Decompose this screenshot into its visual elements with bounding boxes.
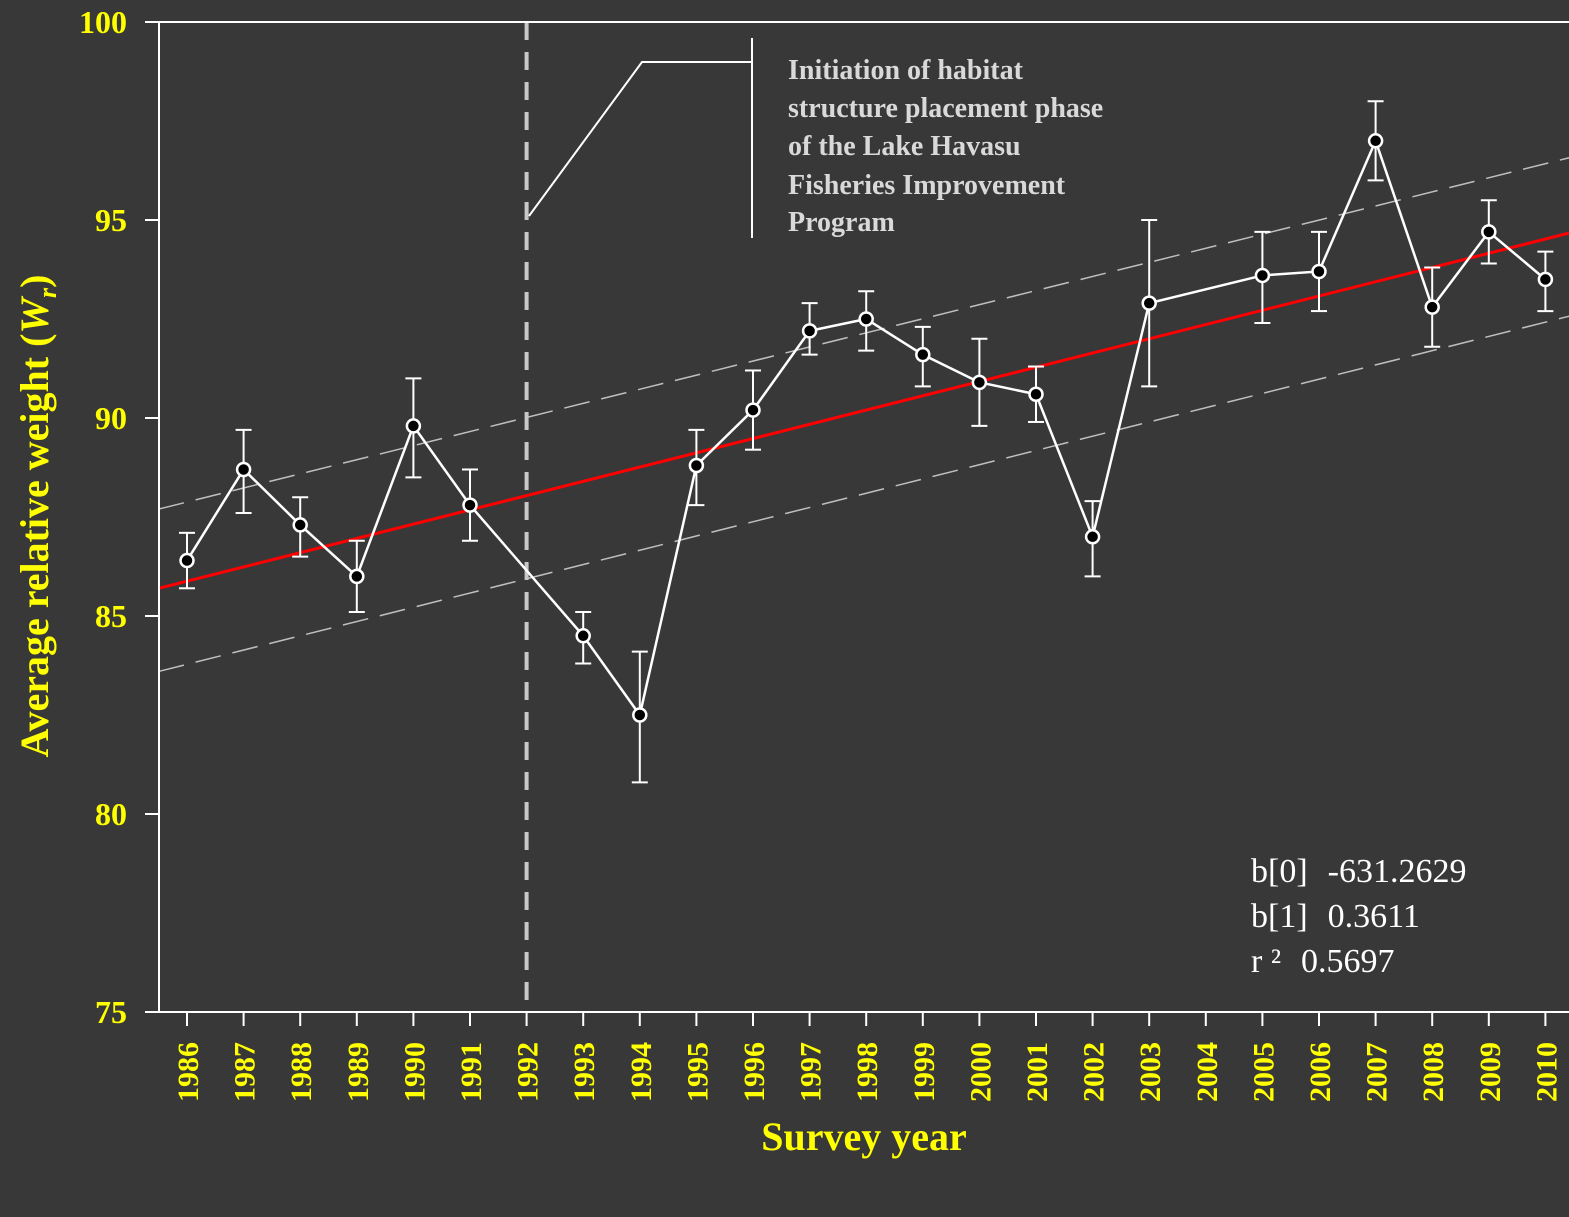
stat-r2-label: r ² [1251,943,1281,980]
x-tick-label-1994: 1994 [625,1042,658,1102]
x-axis-title: Survey year [761,1114,967,1159]
data-point-2007 [1367,133,1384,149]
data-point-1993 [575,628,591,644]
data-point-1999 [915,346,931,363]
x-tick-label-1986: 1986 [172,1042,205,1102]
x-tick-label-2004: 2004 [1191,1042,1224,1102]
data-point-2005 [1254,267,1271,284]
y-axis-title-main: Average relative weight ( [12,334,57,758]
stat-b1-label: b[1] [1251,898,1308,935]
stat-b0: b[0] -631.2629 [1251,853,1466,890]
data-point-1997 [801,323,818,339]
data-point-1994 [632,707,648,723]
annotation-line-1: Initiation of habitat [788,55,1024,86]
stat-b0-label: b[0] [1251,853,1308,890]
data-point-1989 [349,568,365,585]
data-point-2000 [971,374,988,391]
data-point-1988 [292,517,308,533]
x-tick-label-2010: 2010 [1530,1042,1563,1102]
x-tick-label-2003: 2003 [1134,1042,1167,1102]
x-tick-label-1999: 1999 [908,1042,941,1102]
y-tick-label-95: 95 [95,202,127,238]
y-tick-label-100: 100 [79,4,127,40]
x-tick-label-1987: 1987 [229,1042,262,1102]
stat-r2: r ² 0.5697 [1251,943,1395,980]
stats-box: b[0] -631.2629 b[1] 0.3611 r ² 0.5697 [1251,853,1466,980]
x-tick-label-1997: 1997 [795,1042,828,1102]
x-tick-label-1993: 1993 [568,1042,601,1102]
series-group [179,100,1554,784]
data-point-2001 [1028,386,1044,402]
data-point-2008 [1424,299,1440,315]
data-point-2006 [1311,263,1327,280]
x-tick-label-1991: 1991 [455,1042,488,1102]
regression-line [158,231,1569,590]
x-tick-label-2006: 2006 [1304,1042,1337,1102]
y-tick-label-75: 75 [95,994,127,1030]
x-tick-label-2008: 2008 [1417,1042,1450,1102]
y-tick-label-85: 85 [95,598,127,634]
annotation-line-5: Program [788,207,895,238]
annotation-line-2: structure placement phase [788,93,1103,124]
stat-b0-value: -631.2629 [1328,853,1467,890]
x-tick-label-1996: 1996 [738,1042,771,1102]
y-tick-label-90: 90 [95,400,127,436]
annotation-group: Initiation of habitat structure placemen… [528,38,1103,238]
x-tick-label-2000: 2000 [964,1042,997,1102]
annotation-leader-line [528,61,752,217]
x-tick-label-2002: 2002 [1078,1042,1111,1102]
x-tick-label-1992: 1992 [512,1042,545,1102]
data-point-1990 [405,418,422,434]
stat-r2-value: 0.5697 [1301,943,1395,980]
data-point-1996 [745,402,761,418]
data-point-2002 [1084,529,1101,545]
stat-b1: b[1] 0.3611 [1251,898,1420,935]
data-point-2009 [1481,224,1497,240]
annotation-line-3: of the Lake Havasu [788,131,1021,162]
x-tick-label-2009: 2009 [1474,1042,1507,1102]
confidence-lower-line [158,315,1569,673]
data-point-1995 [688,457,705,474]
y-tick-label-80: 80 [95,796,127,832]
data-point-2003 [1141,295,1157,311]
y-axis-title-sub: r [33,287,62,298]
y-axis-title-close: ) [12,275,57,288]
annotation-line-4: Fisheries Improvement [788,170,1066,201]
stat-b1-value: 0.3611 [1328,898,1420,935]
x-tick-label-1995: 1995 [681,1042,714,1102]
y-axis-title: Average relative weight (Wr) [12,275,62,758]
x-tick-label-1988: 1988 [285,1042,318,1102]
x-tick-label-2007: 2007 [1361,1042,1394,1102]
data-point-1991 [462,497,478,513]
x-tick-label-2001: 2001 [1021,1042,1054,1102]
data-point-1986 [179,552,195,569]
axes-group: 75 80 85 90 95 100 1986 1987 1988 1989 1990 1991 199… [79,4,1569,1102]
data-point-1998 [858,311,874,327]
x-tick-label-1998: 1998 [851,1042,884,1102]
y-axis-title-var: W [12,296,57,334]
data-point-1987 [235,461,252,478]
x-tick-label-2005: 2005 [1247,1042,1280,1102]
data-point-2010 [1537,271,1554,288]
x-tick-label-1990: 1990 [398,1042,431,1102]
x-tick-label-1989: 1989 [342,1042,375,1102]
